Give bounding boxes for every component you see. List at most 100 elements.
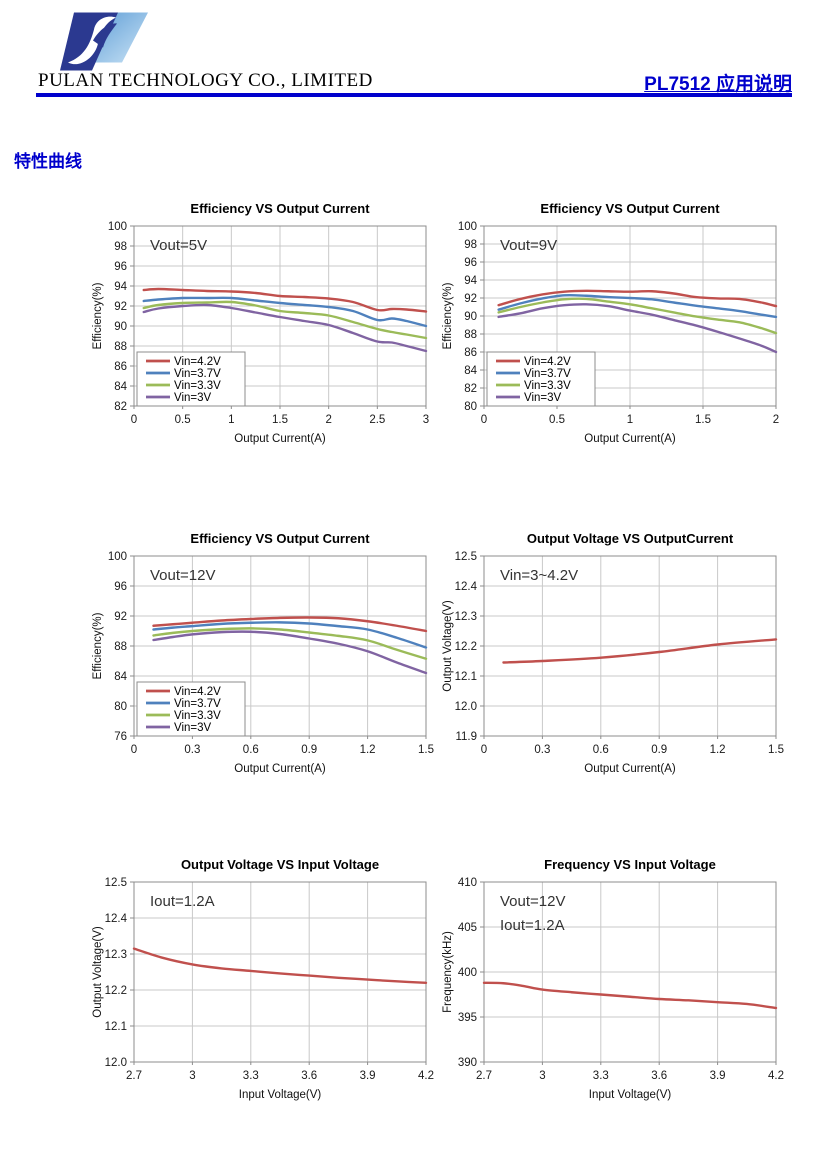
pulan-p-logo-icon	[60, 10, 160, 73]
chart-output-voltage-vs-output-current: 0 0.3 0.6 0.9 1.2 1.5 11.9 12.0 12.1 12.2 12.3 12.4…	[438, 526, 788, 796]
svg-text:11.9: 11.9	[455, 731, 477, 743]
svg-text:2: 2	[773, 414, 779, 426]
svg-text:1: 1	[627, 414, 633, 426]
svg-text:1.2: 1.2	[710, 744, 726, 756]
svg-text:100: 100	[108, 221, 127, 233]
svg-text:1.5: 1.5	[272, 414, 288, 426]
svg-text:Output Current(A): Output Current(A)	[584, 433, 676, 445]
svg-text:88: 88	[464, 329, 477, 341]
svg-text:Efficiency(%): Efficiency(%)	[442, 282, 454, 349]
chart-output-voltage-vs-input-voltage-canvas: 2.7 3 3.3 3.6 3.9 4.2 12.0 12.1 12.2 12.3 12.4 12.5…	[92, 857, 434, 1101]
svg-text:3.9: 3.9	[710, 1070, 726, 1082]
chart-efficiency-vs-output-current-vout12v-canvas: 0 0.3 0.6 0.9 1.2 1.5 76 80 84 88 92 96 100 Efficienc…	[92, 531, 434, 775]
svg-text:2: 2	[325, 414, 331, 426]
svg-text:Efficiency(%): Efficiency(%)	[92, 282, 104, 349]
svg-text:Iout=1.2A: Iout=1.2A	[150, 893, 215, 910]
svg-text:94: 94	[464, 275, 477, 287]
svg-text:3: 3	[189, 1070, 195, 1082]
svg-text:90: 90	[114, 321, 127, 333]
chart-efficiency-vs-output-current-vout9v: 0 0.5 1 1.5 2 80 82 84 86 88 90 92 94 96 98 100 Efficien…	[438, 196, 788, 466]
svg-text:Input Voltage(V): Input Voltage(V)	[239, 1089, 322, 1101]
svg-text:Iout=1.2A: Iout=1.2A	[500, 917, 565, 934]
chart-output-voltage-vs-output-current-canvas: 0 0.3 0.6 0.9 1.2 1.5 11.9 12.0 12.1 12.2 12.3 12.4…	[442, 531, 784, 775]
svg-text:0.9: 0.9	[651, 744, 667, 756]
svg-text:Vout=9V: Vout=9V	[500, 237, 557, 254]
pulan-p-logo-icon	[60, 12, 148, 71]
svg-text:12.2: 12.2	[455, 641, 477, 653]
svg-text:88: 88	[114, 641, 127, 653]
svg-text:Vin=3.3V: Vin=3.3V	[174, 710, 221, 722]
svg-text:82: 82	[464, 383, 477, 395]
svg-text:Efficiency VS Output Current: Efficiency VS Output Current	[190, 531, 370, 546]
svg-text:Frequency(kHz): Frequency(kHz)	[442, 931, 454, 1013]
section-title: 特性曲线	[14, 152, 82, 171]
svg-text:Efficiency VS Output Current: Efficiency VS Output Current	[190, 201, 370, 216]
svg-text:Output Voltage(V): Output Voltage(V)	[92, 926, 104, 1018]
svg-text:100: 100	[108, 551, 127, 563]
svg-text:2.7: 2.7	[126, 1070, 142, 1082]
svg-text:80: 80	[114, 701, 127, 713]
svg-text:3.9: 3.9	[360, 1070, 376, 1082]
svg-text:94: 94	[114, 281, 127, 293]
svg-text:80: 80	[464, 401, 477, 413]
svg-text:3.3: 3.3	[243, 1070, 259, 1082]
svg-text:0.3: 0.3	[534, 744, 550, 756]
svg-text:12.1: 12.1	[455, 671, 477, 683]
svg-text:Vout=12V: Vout=12V	[150, 567, 215, 584]
svg-text:Vin=3V: Vin=3V	[524, 392, 562, 404]
svg-text:Output Voltage VS OutputCurren: Output Voltage VS OutputCurrent	[527, 531, 734, 546]
svg-text:0.9: 0.9	[301, 744, 317, 756]
svg-text:1: 1	[228, 414, 234, 426]
svg-text:Output Voltage(V): Output Voltage(V)	[442, 600, 454, 692]
svg-text:12.1: 12.1	[105, 1021, 127, 1033]
svg-text:Vin=3V: Vin=3V	[174, 392, 212, 404]
svg-text:Vin=4.2V: Vin=4.2V	[174, 686, 221, 698]
svg-text:1.5: 1.5	[418, 744, 434, 756]
svg-text:3.6: 3.6	[301, 1070, 317, 1082]
chart-efficiency-vs-output-current-vout5v-canvas: 0 0.5 1 1.5 2 2.5 3 82 84 86 88 90 92 94 96 98 100 Effici…	[92, 201, 429, 445]
svg-text:390: 390	[458, 1057, 477, 1069]
svg-text:90: 90	[464, 311, 477, 323]
svg-text:84: 84	[114, 671, 127, 683]
svg-text:3.3: 3.3	[593, 1070, 609, 1082]
chart-efficiency-vs-output-current-vout5v: 0 0.5 1 1.5 2 2.5 3 82 84 86 88 90 92 94 96 98 100 Effici…	[88, 196, 438, 466]
svg-text:405: 405	[458, 922, 477, 934]
svg-text:100: 100	[458, 221, 477, 233]
svg-text:Efficiency(%): Efficiency(%)	[92, 612, 104, 679]
svg-text:Vin=3.7V: Vin=3.7V	[174, 368, 221, 380]
svg-text:0.5: 0.5	[549, 414, 565, 426]
svg-text:84: 84	[464, 365, 477, 377]
svg-text:Vout=5V: Vout=5V	[150, 237, 207, 254]
chart-efficiency-vs-output-current-vout12v: 0 0.3 0.6 0.9 1.2 1.5 76 80 84 88 92 96 100 Efficienc…	[88, 526, 438, 796]
svg-text:88: 88	[114, 341, 127, 353]
svg-text:0: 0	[481, 414, 487, 426]
svg-text:12.3: 12.3	[105, 949, 127, 961]
svg-text:92: 92	[114, 611, 127, 623]
svg-text:12.4: 12.4	[455, 581, 478, 593]
svg-text:82: 82	[114, 401, 127, 413]
svg-text:2.7: 2.7	[476, 1070, 492, 1082]
chart-efficiency-vs-output-current-vout9v-canvas: 0 0.5 1 1.5 2 80 82 84 86 88 90 92 94 96 98 100 Efficien…	[442, 201, 779, 445]
svg-text:12.5: 12.5	[455, 551, 477, 563]
svg-text:92: 92	[114, 301, 127, 313]
svg-text:96: 96	[464, 257, 477, 269]
svg-text:1.2: 1.2	[360, 744, 376, 756]
svg-text:76: 76	[114, 731, 127, 743]
svg-text:86: 86	[114, 361, 127, 373]
svg-text:0.5: 0.5	[175, 414, 191, 426]
svg-text:4.2: 4.2	[418, 1070, 434, 1082]
svg-text:84: 84	[114, 381, 127, 393]
svg-text:0: 0	[481, 744, 487, 756]
svg-text:Input Voltage(V): Input Voltage(V)	[589, 1089, 672, 1101]
svg-text:1.5: 1.5	[695, 414, 711, 426]
svg-text:395: 395	[458, 1012, 477, 1024]
svg-text:0.3: 0.3	[184, 744, 200, 756]
svg-text:Vin=3.3V: Vin=3.3V	[174, 380, 221, 392]
svg-text:1.5: 1.5	[768, 744, 784, 756]
svg-text:3: 3	[423, 414, 429, 426]
svg-text:98: 98	[114, 241, 127, 253]
chart-frequency-vs-input-voltage: 2.7 3 3.3 3.6 3.9 4.2 390 395 400 405 410 Frequency…	[438, 852, 788, 1122]
header-divider	[36, 93, 792, 97]
svg-text:0.6: 0.6	[593, 744, 609, 756]
